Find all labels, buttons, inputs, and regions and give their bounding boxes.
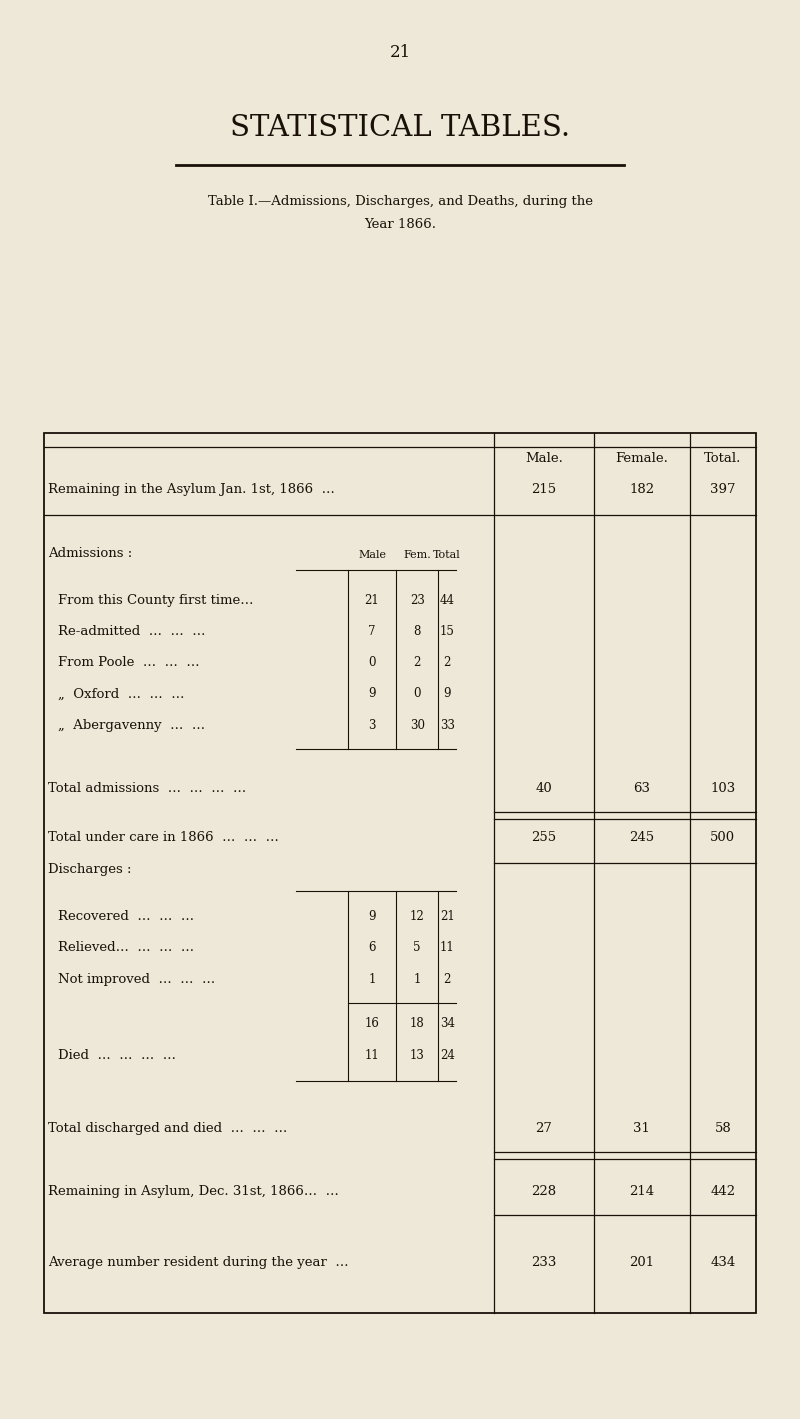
Text: „  Oxford  …  …  …: „ Oxford … … … xyxy=(58,687,184,701)
Text: 21: 21 xyxy=(390,44,410,61)
Text: 5: 5 xyxy=(414,941,421,955)
Text: Not improved  …  …  …: Not improved … … … xyxy=(58,972,215,986)
Text: 434: 434 xyxy=(710,1256,735,1270)
Text: Average number resident during the year  …: Average number resident during the year … xyxy=(48,1256,349,1270)
Text: 214: 214 xyxy=(629,1185,654,1199)
Text: 34: 34 xyxy=(440,1016,454,1030)
Text: 442: 442 xyxy=(710,1185,735,1199)
Text: 13: 13 xyxy=(410,1049,425,1063)
Text: Female.: Female. xyxy=(615,451,668,465)
Text: 30: 30 xyxy=(410,718,425,732)
Text: From this County first time…: From this County first time… xyxy=(58,593,253,607)
Text: 11: 11 xyxy=(440,941,454,955)
Text: Total: Total xyxy=(434,549,461,561)
Text: 16: 16 xyxy=(365,1016,379,1030)
Text: 24: 24 xyxy=(440,1049,454,1063)
Text: 7: 7 xyxy=(368,624,376,639)
Text: 23: 23 xyxy=(410,593,425,607)
Text: Remaining in the Asylum Jan. 1st, 1866  …: Remaining in the Asylum Jan. 1st, 1866 … xyxy=(48,482,335,497)
Text: 11: 11 xyxy=(365,1049,379,1063)
Text: 233: 233 xyxy=(531,1256,557,1270)
Text: 9: 9 xyxy=(368,687,376,701)
Text: 31: 31 xyxy=(633,1121,650,1135)
Text: Year 1866.: Year 1866. xyxy=(364,217,436,231)
Text: 9: 9 xyxy=(443,687,451,701)
Text: 255: 255 xyxy=(531,830,557,844)
Text: Relieved…  …  …  …: Relieved… … … … xyxy=(58,941,194,955)
Text: Re-admitted  …  …  …: Re-admitted … … … xyxy=(58,624,205,639)
Text: Total.: Total. xyxy=(704,451,742,465)
Text: 215: 215 xyxy=(531,482,557,497)
Text: 33: 33 xyxy=(440,718,454,732)
Bar xyxy=(44,433,756,1313)
Text: 40: 40 xyxy=(536,782,552,796)
Text: 8: 8 xyxy=(414,624,421,639)
Text: 6: 6 xyxy=(368,941,376,955)
Text: 18: 18 xyxy=(410,1016,425,1030)
Text: 228: 228 xyxy=(531,1185,557,1199)
Text: Admissions :: Admissions : xyxy=(48,546,132,561)
Text: 2: 2 xyxy=(443,972,451,986)
Text: 44: 44 xyxy=(440,593,454,607)
Text: 12: 12 xyxy=(410,910,425,924)
Text: Total discharged and died  …  …  …: Total discharged and died … … … xyxy=(48,1121,287,1135)
Text: Male.: Male. xyxy=(525,451,563,465)
Text: STATISTICAL TABLES.: STATISTICAL TABLES. xyxy=(230,114,570,142)
Text: 2: 2 xyxy=(414,656,421,670)
Text: Total under care in 1866  …  …  …: Total under care in 1866 … … … xyxy=(48,830,279,844)
Text: 15: 15 xyxy=(440,624,454,639)
Text: „  Abergavenny  …  …: „ Abergavenny … … xyxy=(58,718,205,732)
Text: 21: 21 xyxy=(365,593,379,607)
Text: 3: 3 xyxy=(368,718,376,732)
Text: From Poole  …  …  …: From Poole … … … xyxy=(58,656,199,670)
Text: 63: 63 xyxy=(633,782,650,796)
Text: Remaining in Asylum, Dec. 31st, 1866…  …: Remaining in Asylum, Dec. 31st, 1866… … xyxy=(48,1185,339,1199)
Text: 0: 0 xyxy=(368,656,376,670)
Text: 500: 500 xyxy=(710,830,735,844)
Text: Total admissions  …  …  …  …: Total admissions … … … … xyxy=(48,782,246,796)
Text: 2: 2 xyxy=(443,656,451,670)
Text: 182: 182 xyxy=(629,482,654,497)
Text: Died  …  …  …  …: Died … … … … xyxy=(58,1049,176,1063)
Text: Table I.—Admissions, Discharges, and Deaths, during the: Table I.—Admissions, Discharges, and Dea… xyxy=(207,194,593,209)
Text: 27: 27 xyxy=(535,1121,553,1135)
Text: Discharges :: Discharges : xyxy=(48,863,131,877)
Text: Fem.: Fem. xyxy=(403,549,431,561)
Text: 103: 103 xyxy=(710,782,735,796)
Text: 0: 0 xyxy=(414,687,421,701)
Text: 21: 21 xyxy=(440,910,454,924)
Text: 245: 245 xyxy=(629,830,654,844)
Text: 397: 397 xyxy=(710,482,735,497)
Text: 9: 9 xyxy=(368,910,376,924)
Text: 201: 201 xyxy=(629,1256,654,1270)
Text: 58: 58 xyxy=(714,1121,731,1135)
Text: 1: 1 xyxy=(414,972,421,986)
Text: Recovered  …  …  …: Recovered … … … xyxy=(58,910,194,924)
Text: Male: Male xyxy=(358,549,386,561)
Text: 1: 1 xyxy=(368,972,376,986)
